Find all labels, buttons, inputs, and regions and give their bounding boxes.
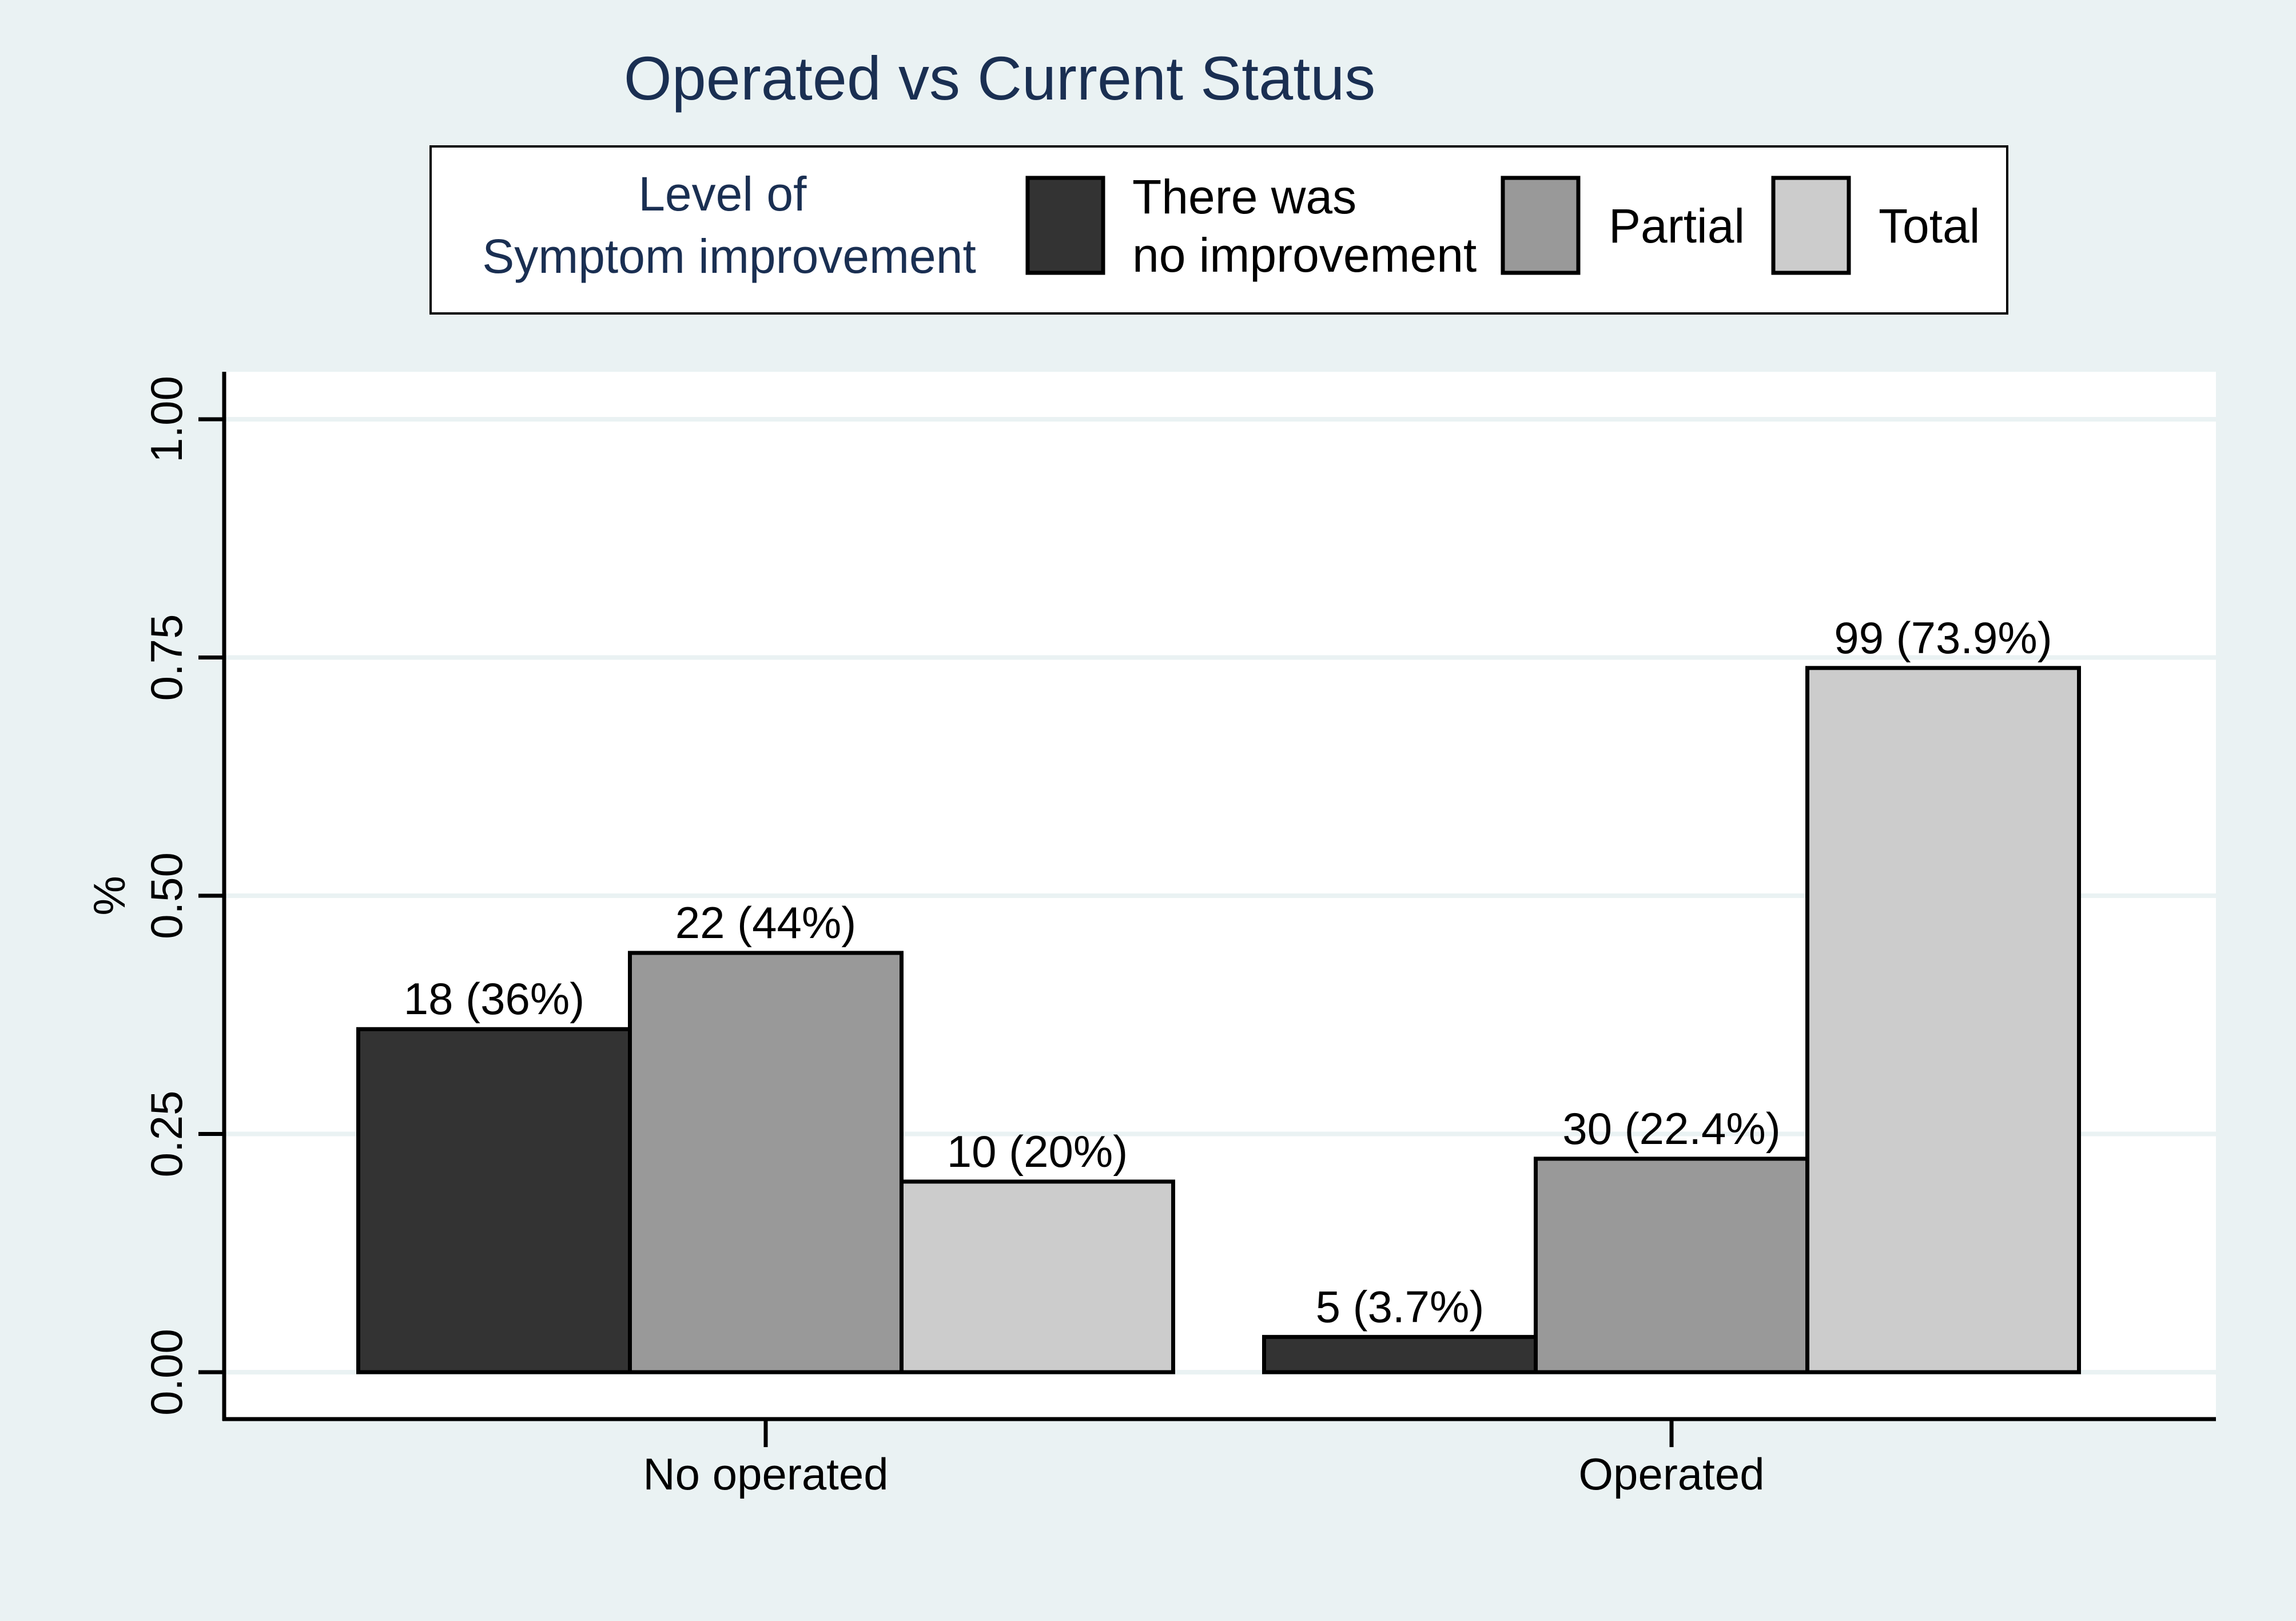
bar-there-was-no-improvement-1 (1262, 1334, 1538, 1374)
bar-label-total-1: 99 (73.9%) (1834, 613, 2052, 663)
bar-total-0 (900, 1179, 1175, 1374)
legend-box (429, 145, 2008, 315)
y-tick-label: 0.75 (141, 614, 192, 701)
bar-partial-0 (628, 951, 904, 1374)
legend-label-no-improvement-line-2: no improvement (1132, 228, 1477, 282)
y-tick-label: 1.00 (141, 376, 192, 463)
legend-title: Level of Symptom improvement (482, 167, 976, 283)
bar-label-total-0: 10 (20%) (947, 1126, 1128, 1177)
legend-label-partial: Partial (1609, 199, 1745, 253)
x-ticks: No operated Operated (643, 1419, 1765, 1499)
y-tick-label: 0.25 (141, 1091, 192, 1178)
bar-label-partial-1: 30 (22.4%) (1562, 1103, 1781, 1154)
bar-label-partial-0: 22 (44%) (675, 897, 857, 948)
legend-title-line-1: Level of (638, 167, 807, 221)
bar-label-there-was-no-improvement-1: 5 (3.7%) (1316, 1281, 1485, 1332)
legend-title-line-2: Symptom improvement (482, 229, 976, 283)
legend-swatch-total (1771, 176, 1851, 275)
y-tick-label: 0.50 (141, 852, 192, 939)
bar-label-there-was-no-improvement-0: 18 (36%) (404, 974, 585, 1024)
bar-labels: 18 (36%) 5 (3.7%) 22 (44%) 30 (22.4%) 10 (20… (404, 613, 2052, 1332)
bar-partial-1 (1534, 1157, 1809, 1374)
legend-swatch-partial (1501, 176, 1581, 275)
bar-total-1 (1805, 666, 2081, 1374)
chart-title: Operated vs Current Status (624, 43, 1376, 113)
y-axis-label: % (84, 876, 134, 915)
legend-swatch-no-improvement (1025, 176, 1105, 275)
legend-label-no-improvement-line-1: There was (1132, 170, 1356, 224)
bar-there-was-no-improvement-0 (356, 1027, 632, 1374)
y-tick-label: 0.00 (141, 1329, 192, 1416)
y-ticks: 0.00 0.25 0.50 0.75 1.00 (141, 376, 224, 1416)
legend-label-no-improvement: There was no improvement (1132, 170, 1477, 282)
legend-label-total: Total (1879, 199, 1980, 253)
x-tick-label: No operated (643, 1449, 888, 1499)
bars (356, 666, 2081, 1374)
legend: Level of Symptom improvement There was n… (429, 145, 2008, 315)
x-tick-label: Operated (1578, 1449, 1764, 1499)
